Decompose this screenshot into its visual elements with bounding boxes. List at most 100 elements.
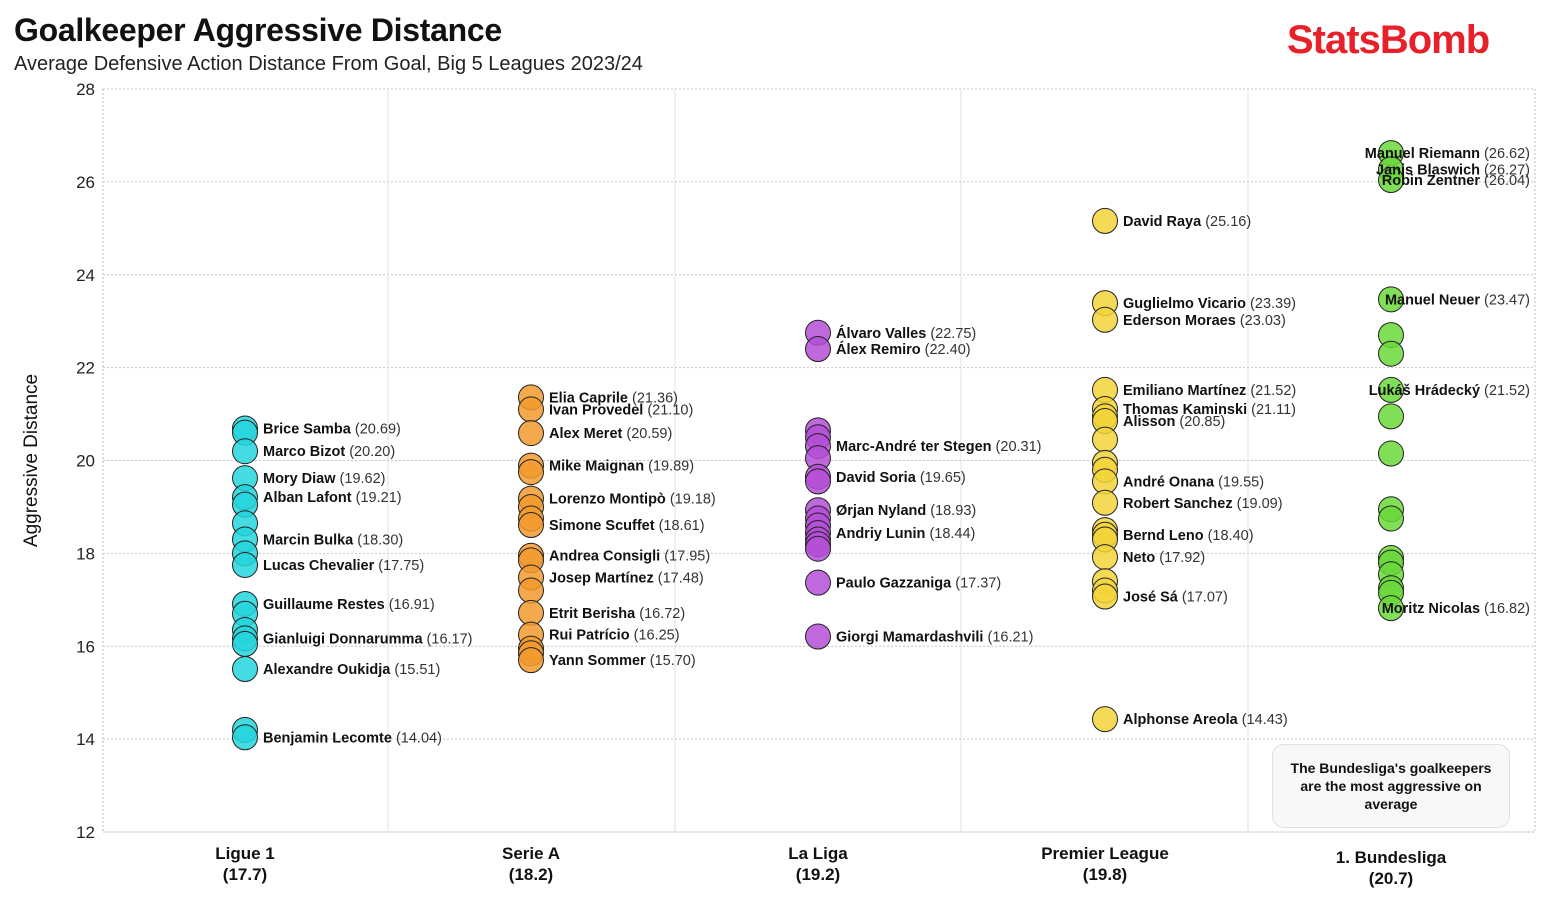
y-tick-label: 18 bbox=[76, 544, 95, 563]
data-point bbox=[518, 420, 544, 447]
x-category-average: (20.7) bbox=[1369, 869, 1413, 888]
player-value: (19.18) bbox=[670, 492, 716, 508]
data-label: Giorgi Mamardashvili (16.21) bbox=[836, 629, 1033, 645]
player-name: Lukáš Hrádecký bbox=[1369, 383, 1484, 399]
player-value: (21.36) bbox=[632, 390, 678, 406]
player-name: David Raya bbox=[1123, 214, 1205, 230]
data-label: Robin Zentner (26.04) bbox=[1382, 173, 1530, 189]
data-point bbox=[518, 599, 544, 626]
data-point bbox=[1378, 403, 1404, 430]
player-name: David Soria bbox=[836, 470, 920, 486]
data-point bbox=[232, 656, 258, 683]
data-point bbox=[805, 535, 831, 562]
player-name: Neto bbox=[1123, 550, 1159, 566]
data-point bbox=[518, 512, 544, 539]
data-point bbox=[805, 336, 831, 363]
data-label: Mike Maignan (19.89) bbox=[549, 459, 694, 475]
player-name: Emiliano Martínez bbox=[1123, 383, 1250, 399]
data-point bbox=[518, 396, 544, 423]
player-name: Yann Sommer bbox=[549, 653, 650, 669]
player-value: (20.20) bbox=[349, 444, 395, 460]
player-name: Alexandre Oukidja bbox=[263, 662, 394, 678]
player-name: Robin Zentner bbox=[1382, 173, 1484, 189]
player-value: (26.27) bbox=[1484, 162, 1530, 178]
data-label: David Soria (19.65) bbox=[836, 470, 966, 486]
player-name: Janis Blaswich bbox=[1376, 162, 1484, 178]
data-label: Brice Samba (20.69) bbox=[263, 421, 401, 437]
data-point bbox=[232, 438, 258, 465]
data-label: Benjamin Lecomte (14.04) bbox=[263, 730, 442, 746]
data-label: Gianluigi Donnarumma (16.17) bbox=[263, 631, 473, 647]
player-value: (23.39) bbox=[1250, 296, 1296, 312]
player-name: Gianluigi Donnarumma bbox=[263, 631, 427, 647]
player-name: Alex Meret bbox=[549, 426, 626, 442]
data-label: Manuel Neuer (23.47) bbox=[1385, 292, 1530, 308]
player-value: (26.62) bbox=[1484, 146, 1530, 162]
data-label: Guillaume Restes (16.91) bbox=[263, 597, 435, 613]
data-label: Alphonse Areola (14.43) bbox=[1123, 712, 1288, 728]
y-tick-label: 20 bbox=[76, 452, 95, 471]
player-name: Mike Maignan bbox=[549, 459, 648, 475]
player-name: Bernd Leno bbox=[1123, 528, 1208, 544]
player-name: Andrea Consigli bbox=[549, 549, 664, 565]
data-point bbox=[518, 577, 544, 604]
player-value: (26.04) bbox=[1484, 173, 1530, 189]
data-label: Emiliano Martínez (21.52) bbox=[1123, 383, 1296, 399]
data-point bbox=[232, 630, 258, 657]
data-label: David Raya (25.16) bbox=[1123, 214, 1251, 230]
data-label: Yann Sommer (15.70) bbox=[549, 653, 696, 669]
player-name: Alban Lafont bbox=[263, 490, 356, 506]
x-category-label: Serie A bbox=[502, 844, 560, 863]
data-label: Moritz Nicolas (16.82) bbox=[1382, 601, 1530, 617]
data-label: Álex Remiro (22.40) bbox=[836, 341, 971, 358]
player-name: Marcin Bulka bbox=[263, 532, 357, 548]
data-label: Thomas Kaminski (21.11) bbox=[1123, 402, 1296, 418]
data-point bbox=[1378, 505, 1404, 532]
player-value: (17.07) bbox=[1182, 590, 1228, 606]
data-label: Paulo Gazzaniga (17.37) bbox=[836, 576, 1001, 592]
data-label: Ørjan Nyland (18.93) bbox=[836, 503, 976, 519]
player-value: (15.51) bbox=[394, 662, 440, 678]
data-point bbox=[1092, 544, 1118, 571]
data-point bbox=[518, 459, 544, 486]
data-label: Bernd Leno (18.40) bbox=[1123, 528, 1254, 544]
player-value: (22.75) bbox=[930, 326, 976, 342]
player-name: Ivan Provedel bbox=[549, 402, 647, 418]
player-name: Simone Scuffet bbox=[549, 518, 659, 534]
data-point bbox=[232, 724, 258, 751]
data-label: Neto (17.92) bbox=[1123, 550, 1205, 566]
player-value: (16.82) bbox=[1484, 601, 1530, 617]
player-name: Andriy Lunin bbox=[836, 526, 929, 542]
player-name: Ørjan Nyland bbox=[836, 503, 930, 519]
data-label: Andrea Consigli (17.95) bbox=[549, 549, 710, 565]
player-value: (16.17) bbox=[427, 631, 473, 647]
y-tick-label: 16 bbox=[76, 637, 95, 656]
data-point bbox=[805, 623, 831, 650]
player-value: (19.55) bbox=[1218, 474, 1264, 490]
player-value: (21.10) bbox=[647, 402, 693, 418]
data-label: Ederson Moraes (23.03) bbox=[1123, 313, 1286, 329]
data-label: Marco Bizot (20.20) bbox=[263, 444, 395, 460]
annotation-box: The Bundesliga's goalkeepers are the mos… bbox=[1272, 744, 1510, 828]
data-label: Elia Caprile (21.36) bbox=[549, 390, 678, 406]
data-point bbox=[1378, 286, 1404, 313]
player-value: (23.47) bbox=[1484, 292, 1530, 308]
player-value: (19.62) bbox=[340, 471, 386, 487]
player-name: Álvaro Valles bbox=[836, 325, 930, 342]
data-point bbox=[1378, 376, 1404, 403]
player-value: (23.03) bbox=[1240, 313, 1286, 329]
player-value: (17.95) bbox=[664, 549, 710, 565]
player-name: Paulo Gazzaniga bbox=[836, 576, 955, 592]
statsbomb-logo: StatsBomb bbox=[1287, 18, 1490, 62]
x-category-label: 1. Bundesliga bbox=[1336, 848, 1447, 867]
data-label: Robert Sanchez (19.09) bbox=[1123, 496, 1283, 512]
data-point bbox=[1092, 489, 1118, 516]
player-value: (19.65) bbox=[920, 470, 966, 486]
player-value: (21.52) bbox=[1250, 383, 1296, 399]
player-name: Guglielmo Vicario bbox=[1123, 296, 1250, 312]
player-name: Robert Sanchez bbox=[1123, 496, 1237, 512]
player-name: Ederson Moraes bbox=[1123, 313, 1240, 329]
player-name: Brice Samba bbox=[263, 421, 355, 437]
data-label: Mory Diaw (19.62) bbox=[263, 471, 386, 487]
